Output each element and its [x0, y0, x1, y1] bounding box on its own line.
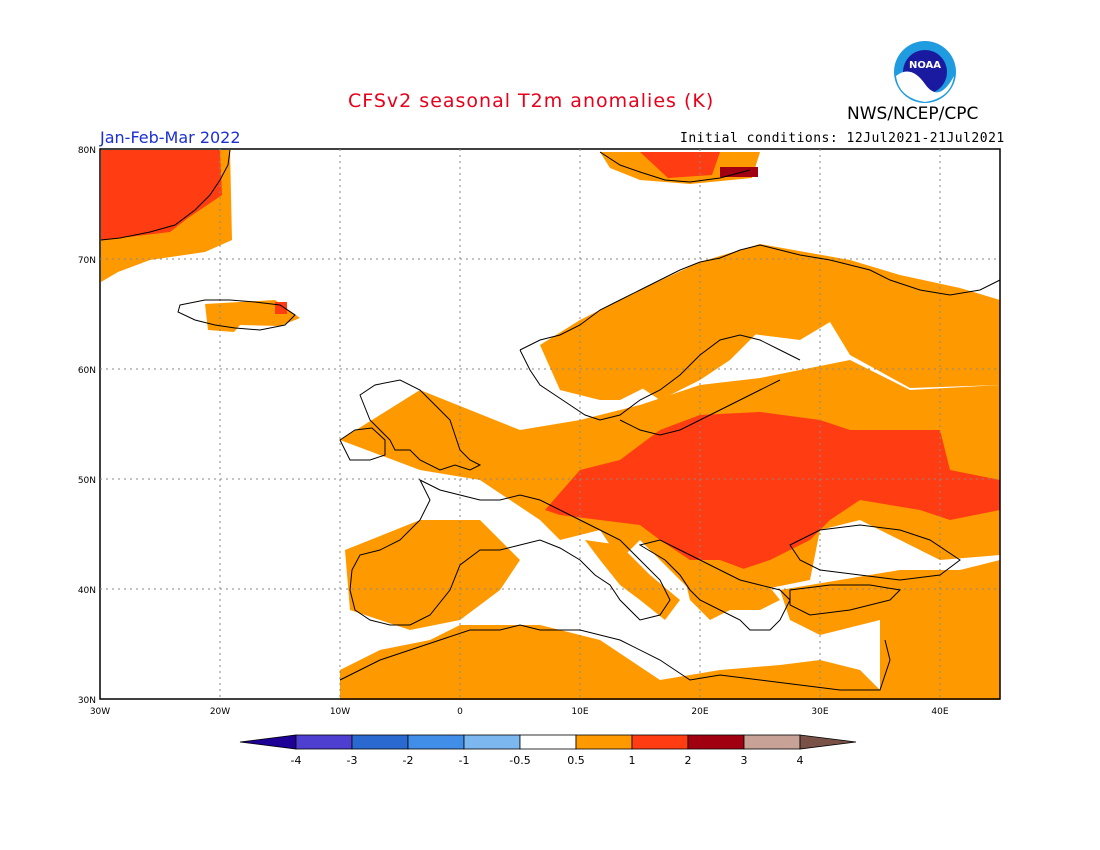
colorbar-segment	[575, 734, 633, 750]
lon-label: 30W	[90, 707, 110, 717]
colorbar-segment	[687, 734, 745, 750]
noaa-logo-text: NOAA	[909, 60, 941, 71]
colorbar-segments	[239, 734, 857, 750]
lat-label: 80N	[78, 146, 96, 156]
graticule	[100, 149, 1000, 699]
colorbar-segment	[351, 734, 409, 750]
lon-label: 40E	[931, 707, 948, 717]
region-svalbard-hot	[640, 152, 720, 178]
map-title: CFSv2 seasonal T2m anomalies (K)	[348, 90, 715, 112]
colorbar-tick-label: -1	[459, 754, 470, 767]
colorbar-segment	[799, 734, 857, 750]
agency-label: NWS/NCEP/CPC	[847, 104, 979, 124]
colorbar-segment	[463, 734, 521, 750]
lat-label: 30N	[78, 696, 96, 706]
colorbar-segment	[295, 734, 353, 750]
lat-label: 70N	[78, 256, 96, 266]
latitude-labels: 80N 70N 60N 50N 40N 30N	[78, 146, 96, 706]
colorbar-tick-label: -3	[347, 754, 358, 767]
initial-conditions-label: Initial conditions: 12Jul2021-21Jul2021	[680, 131, 1005, 146]
region-sweden-gap	[625, 300, 760, 400]
region-greenland-hot	[101, 150, 222, 240]
colorbar-segment	[631, 734, 689, 750]
colorbar-tick-label: -4	[291, 754, 302, 767]
lon-label: 0	[457, 707, 463, 717]
colorbar-tick-label: 1	[629, 754, 636, 767]
lon-label: 10E	[571, 707, 588, 717]
colorbar-labels: -4 -3 -2 -1 -0.5 0.5 1 2 3 4	[291, 754, 804, 767]
region-iberia-warm	[345, 520, 520, 630]
region-balkans-warm	[680, 560, 780, 620]
lon-label: 20W	[210, 707, 230, 717]
region-north-africa-warm	[340, 625, 1000, 700]
colorbar-tick-label: 4	[797, 754, 804, 767]
lat-label: 60N	[78, 366, 96, 376]
noaa-logo: NOAA	[894, 41, 956, 103]
season-label: Jan-Feb-Mar 2022	[100, 128, 241, 147]
region-italy-warm	[585, 540, 680, 620]
lon-label: 10W	[330, 707, 350, 717]
longitude-labels: 30W 20W 10W 0 10E 20E 30E 40E	[90, 707, 949, 717]
colorbar-segment	[519, 734, 577, 750]
coastlines	[100, 149, 1001, 691]
colorbar-segment	[407, 734, 465, 750]
colorbar-segment	[743, 734, 801, 750]
colorbar-tick-label: 3	[741, 754, 748, 767]
region-middle-east-warm	[780, 560, 1000, 700]
lat-label: 50N	[78, 476, 96, 486]
lon-label: 20E	[691, 707, 708, 717]
region-svalbard-very-hot	[720, 167, 758, 177]
lon-label: 30E	[811, 707, 828, 717]
colorbar-tick-label: 2	[685, 754, 692, 767]
colorbar-tick-label: -2	[403, 754, 414, 767]
map-frame	[99, 148, 1001, 700]
colorbar-segment	[239, 734, 297, 750]
colorbar-tick-label: 0.5	[567, 754, 585, 767]
lat-label: 40N	[78, 586, 96, 596]
colorbar-tick-label: -0.5	[509, 754, 530, 767]
region-central-europe-hot	[545, 412, 1000, 580]
